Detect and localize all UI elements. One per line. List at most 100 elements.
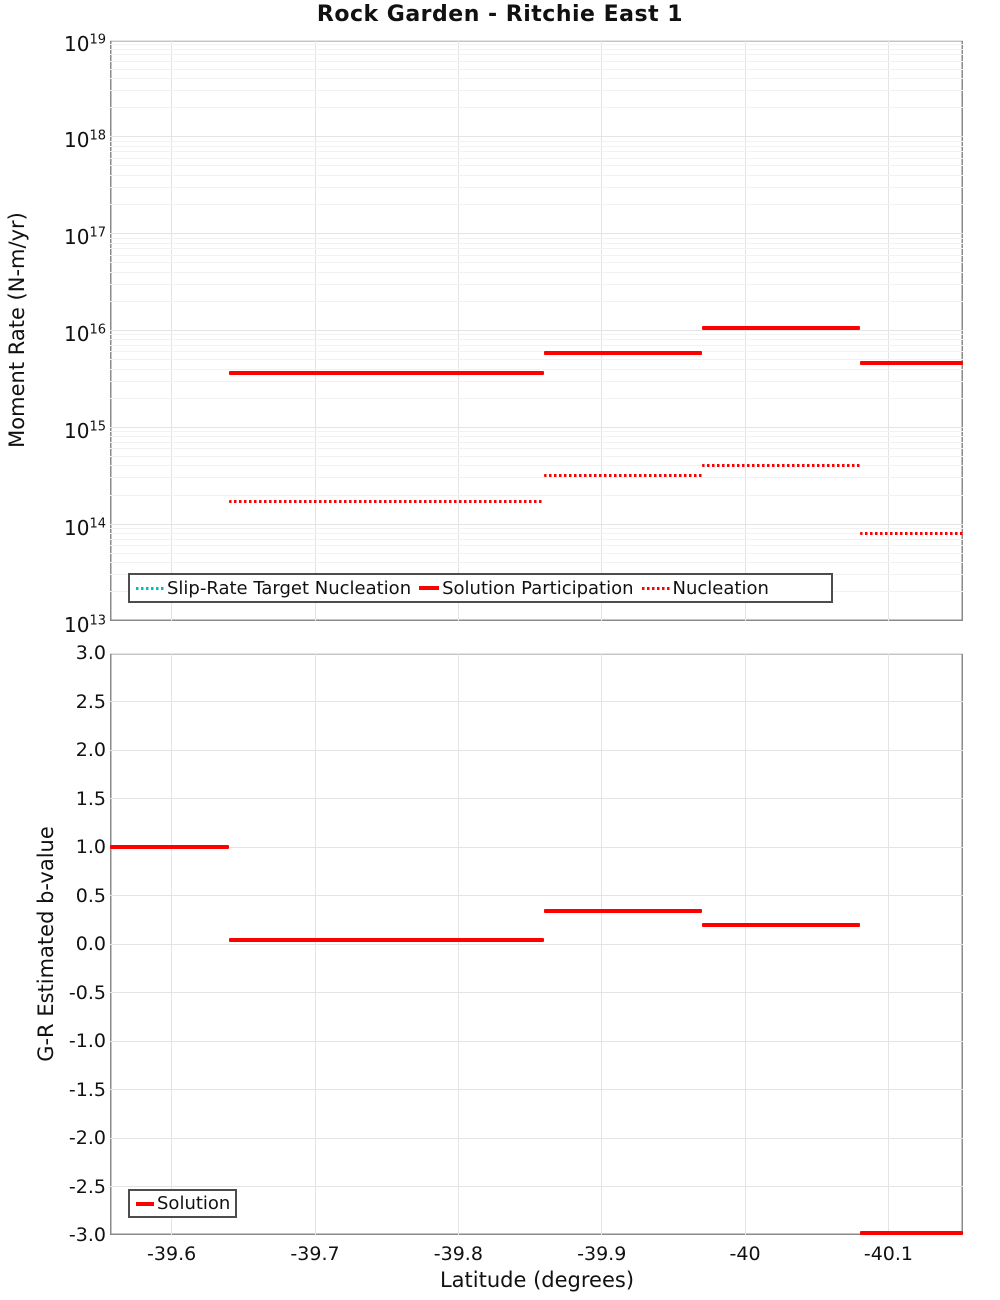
- latitude-xtick-label: -39.6: [147, 1243, 197, 1265]
- bvalue-plot: [110, 653, 963, 1235]
- legend-dotted-line-sample: [641, 586, 670, 590]
- bvalue-ytick-label: 3.0: [75, 642, 106, 664]
- moment-rate-ytick-label: 1013: [6, 607, 106, 640]
- bvalue-ytick-label: -2.0: [68, 1127, 106, 1149]
- solution-line-segment: [702, 326, 860, 331]
- bvalue-ytick-label: 2.0: [75, 739, 106, 761]
- ytick-exponent-text: 1019: [64, 31, 106, 56]
- latitude-xtick-label: -40: [729, 1243, 761, 1265]
- moment-rate-ytick-label: 1015: [6, 413, 106, 446]
- horizontal-gridline: [110, 426, 963, 428]
- horizontal-gridline: [110, 380, 963, 382]
- nucleation-line-segment: [702, 464, 860, 468]
- moment-rate-legend: Slip-Rate Target Nucleation Solution Part…: [128, 573, 833, 603]
- legend-item-label: Solution Participation: [442, 577, 634, 599]
- horizontal-gridline: [110, 545, 963, 547]
- ytick-exponent-text: 1018: [64, 128, 106, 153]
- bvalue-ytick-label: 0.0: [75, 933, 106, 955]
- horizontal-gridline: [110, 78, 963, 80]
- horizontal-gridline: [110, 701, 963, 702]
- horizontal-gridline: [110, 448, 963, 450]
- legend-item: Solution Participation: [419, 577, 634, 599]
- horizontal-gridline: [110, 431, 963, 433]
- horizontal-gridline: [110, 465, 963, 467]
- moment-rate-ytick-label: 1014: [6, 510, 106, 543]
- horizontal-gridline: [110, 441, 963, 443]
- horizontal-gridline: [110, 538, 963, 540]
- horizontal-gridline: [110, 60, 963, 62]
- horizontal-gridline: [110, 992, 963, 993]
- ytick-exponent-text: 1013: [64, 612, 106, 637]
- figure-title: Rock Garden - Ritchie East 1: [316, 2, 684, 27]
- horizontal-gridline: [110, 895, 963, 896]
- horizontal-gridline: [110, 351, 963, 353]
- horizontal-gridline: [110, 300, 963, 302]
- latitude-xtick-label: -39.8: [433, 1243, 483, 1265]
- legend-solid-line-sample: [419, 586, 440, 590]
- legend-solid-line-sample: [136, 1201, 154, 1206]
- ytick-exponent-text: 1015: [64, 418, 106, 443]
- bvalue-legend: Solution: [128, 1189, 237, 1218]
- horizontal-gridline: [110, 283, 963, 285]
- horizontal-gridline: [110, 749, 963, 751]
- moment-rate-ytick-label: 1017: [6, 220, 106, 253]
- horizontal-gridline: [110, 334, 963, 336]
- legend-item: Slip-Rate Target Nucleation: [136, 578, 411, 599]
- nucleation-line-segment: [228, 500, 545, 504]
- ytick-exponent-text: 1017: [64, 225, 106, 250]
- bvalue-ytick-label: -2.5: [68, 1175, 106, 1198]
- solution-line-segment: [702, 922, 860, 927]
- moment-rate-plot: [110, 40, 963, 621]
- legend-item-label: Slip-Rate Target Nucleation: [167, 577, 412, 599]
- horizontal-gridline: [110, 165, 963, 167]
- horizontal-gridline: [110, 254, 963, 256]
- horizontal-gridline: [110, 145, 963, 147]
- legend-item-label: Solution: [157, 1193, 231, 1214]
- moment-rate-ytick-label: 1019: [6, 26, 106, 59]
- nucleation-line-segment: [544, 473, 703, 477]
- horizontal-gridline: [110, 233, 963, 235]
- latitude-xtick-label: -39.9: [577, 1243, 627, 1265]
- solution-line-segment: [859, 361, 963, 366]
- horizontal-gridline: [110, 1040, 963, 1042]
- horizontal-gridline: [110, 1137, 963, 1139]
- moment-rate-ytick-label: 1016: [6, 317, 106, 350]
- solution-line-segment: [110, 845, 229, 849]
- horizontal-gridline: [110, 943, 963, 945]
- solution-line-segment: [859, 1231, 963, 1235]
- horizontal-gridline: [110, 248, 963, 250]
- horizontal-gridline: [110, 477, 963, 479]
- horizontal-gridline: [110, 43, 963, 45]
- horizontal-gridline: [110, 533, 963, 535]
- bvalue-ytick-label: 0.5: [75, 884, 106, 907]
- horizontal-gridline: [110, 523, 963, 525]
- bvalue-ytick-label: 1.5: [75, 787, 106, 810]
- horizontal-gridline: [110, 204, 963, 206]
- horizontal-gridline: [110, 140, 963, 142]
- horizontal-gridline: [110, 174, 963, 176]
- latitude-axis-label: Latitude (degrees): [439, 1268, 635, 1292]
- horizontal-gridline: [110, 271, 963, 273]
- latitude-xtick-label: -40.1: [863, 1243, 914, 1265]
- bvalue-ytick-label: 1.0: [75, 836, 106, 858]
- horizontal-gridline: [110, 339, 963, 341]
- bvalue-ytick-label: 2.5: [75, 690, 106, 713]
- solution-line-segment: [544, 909, 703, 914]
- bvalue-ytick-label: -3.0: [68, 1224, 106, 1246]
- bvalue-ytick-label: -1.5: [68, 1078, 106, 1101]
- horizontal-gridline: [110, 68, 963, 70]
- horizontal-gridline: [110, 237, 963, 239]
- horizontal-gridline: [110, 562, 963, 564]
- horizontal-gridline: [110, 1186, 963, 1187]
- horizontal-gridline: [110, 436, 963, 438]
- horizontal-gridline: [110, 242, 963, 244]
- horizontal-gridline: [110, 455, 963, 457]
- horizontal-gridline: [110, 90, 963, 92]
- bvalue-ytick-label: -0.5: [68, 981, 106, 1004]
- horizontal-gridline: [110, 494, 963, 496]
- moment-rate-ytick-label: 1018: [6, 123, 106, 156]
- nucleation-line-segment: [859, 532, 963, 536]
- horizontal-gridline: [110, 368, 963, 370]
- horizontal-gridline: [110, 552, 963, 554]
- horizontal-gridline: [110, 136, 963, 138]
